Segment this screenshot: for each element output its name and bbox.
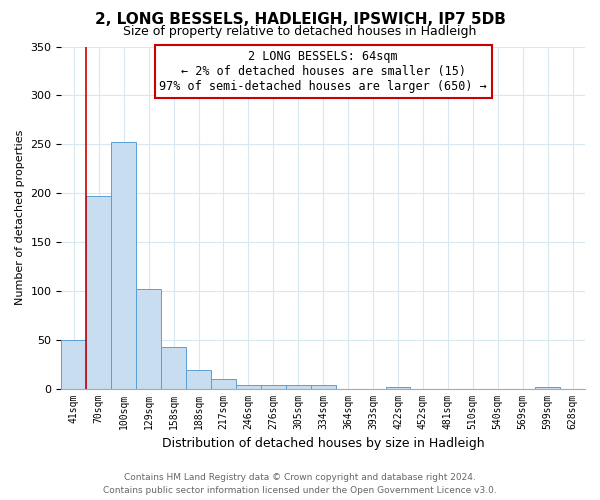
Bar: [186, 370, 211, 388]
Bar: [311, 384, 335, 388]
X-axis label: Distribution of detached houses by size in Hadleigh: Distribution of detached houses by size …: [162, 437, 485, 450]
Bar: [236, 384, 261, 388]
Text: 2 LONG BESSELS: 64sqm
← 2% of detached houses are smaller (15)
97% of semi-detac: 2 LONG BESSELS: 64sqm ← 2% of detached h…: [160, 50, 487, 93]
Bar: [111, 142, 136, 388]
Text: 2, LONG BESSELS, HADLEIGH, IPSWICH, IP7 5DB: 2, LONG BESSELS, HADLEIGH, IPSWICH, IP7 …: [95, 12, 505, 28]
Bar: [86, 196, 111, 388]
Text: Size of property relative to detached houses in Hadleigh: Size of property relative to detached ho…: [124, 25, 476, 38]
Bar: [61, 340, 86, 388]
Bar: [535, 386, 560, 388]
Bar: [211, 379, 236, 388]
Bar: [286, 384, 311, 388]
Bar: [261, 384, 286, 388]
Text: Contains HM Land Registry data © Crown copyright and database right 2024.
Contai: Contains HM Land Registry data © Crown c…: [103, 474, 497, 495]
Y-axis label: Number of detached properties: Number of detached properties: [15, 130, 25, 305]
Bar: [161, 346, 186, 389]
Bar: [386, 386, 410, 388]
Bar: [136, 289, 161, 388]
